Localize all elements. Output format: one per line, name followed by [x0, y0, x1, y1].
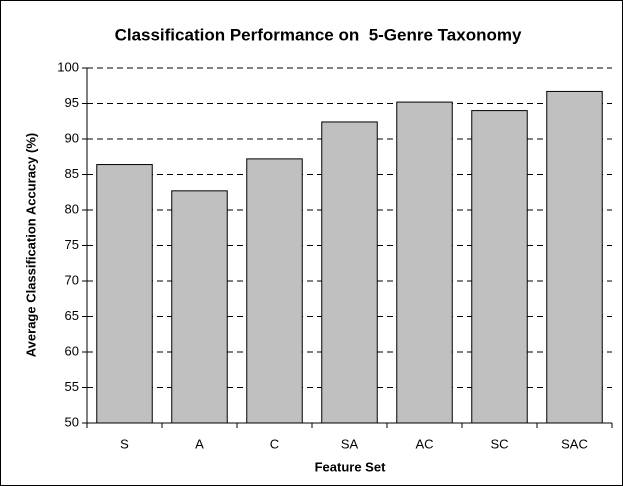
chart-title: Classification Performance on 5-Genre Ta…	[115, 25, 522, 44]
x-tick-label: S	[120, 436, 129, 451]
x-tick-label: SA	[341, 436, 359, 451]
x-tick-label: SC	[490, 436, 508, 451]
bar	[246, 158, 303, 424]
x-tick-label: C	[270, 436, 279, 451]
x-axis-title: Feature Set	[315, 459, 386, 474]
bar	[396, 101, 453, 424]
y-tick-label: 50	[65, 414, 79, 429]
y-tick-label: 55	[65, 379, 79, 394]
bar	[96, 164, 153, 424]
y-tick-label: 60	[65, 343, 79, 358]
y-tick-label: 85	[65, 166, 79, 181]
x-tick-label: A	[195, 436, 204, 451]
x-tick-label: AC	[415, 436, 433, 451]
y-tick-label: 70	[65, 272, 79, 287]
bar	[546, 90, 603, 424]
y-tick-label: 95	[65, 95, 79, 110]
y-axis-title: Average Classification Accuracy (%)	[23, 133, 38, 357]
bar	[171, 190, 228, 424]
bar	[321, 121, 378, 424]
bar	[471, 110, 528, 424]
y-tick-label: 90	[65, 130, 79, 145]
x-tick-label: SAC	[561, 436, 588, 451]
y-tick-label: 80	[65, 201, 79, 216]
y-tick-label: 100	[57, 59, 79, 74]
y-tick-label: 65	[65, 308, 79, 323]
y-tick-label: 75	[65, 237, 79, 252]
